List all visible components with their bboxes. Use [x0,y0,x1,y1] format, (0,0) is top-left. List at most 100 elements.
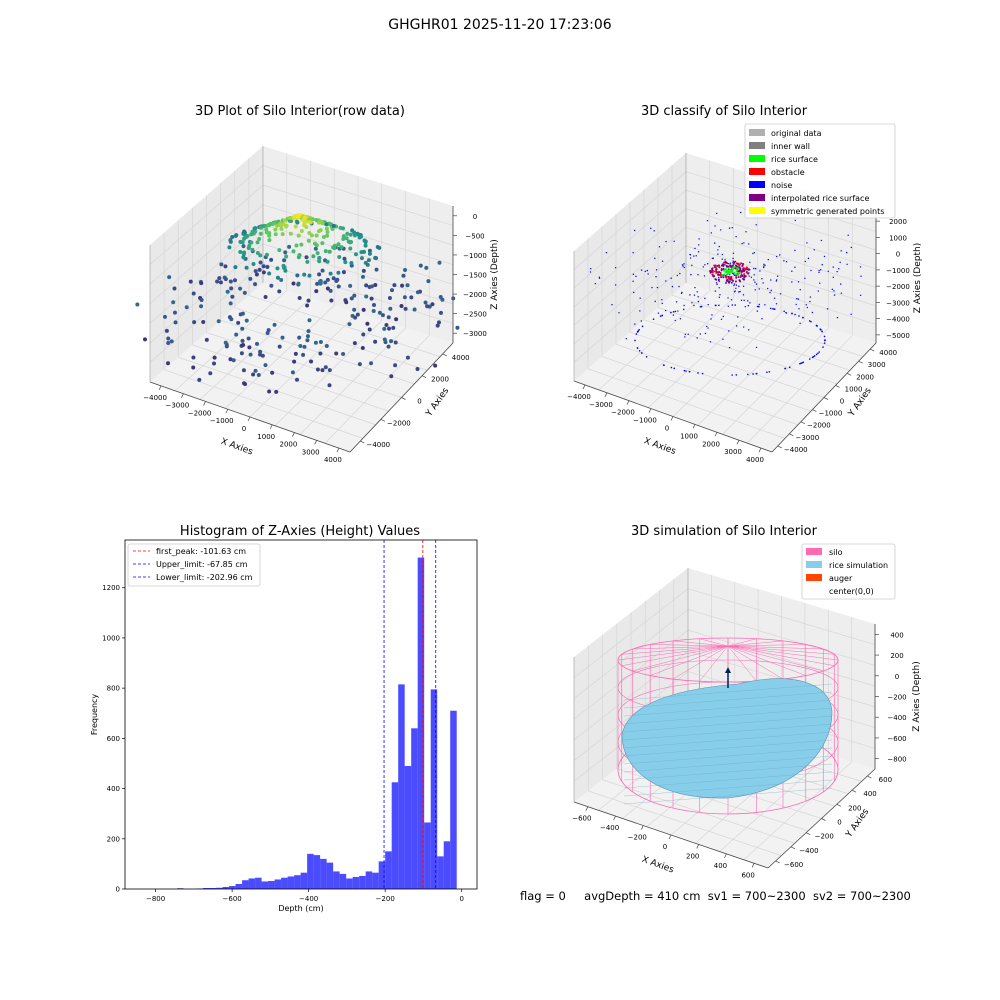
classify-noise-point [827,270,829,273]
classify-floor-pane [574,283,876,452]
raw-data-point [320,368,325,373]
sim-grid-line [573,609,689,699]
raw-z-tick-label: 0 [473,213,477,221]
classify-legend-label: inner wall [771,142,810,151]
classify-interpolated-point [720,269,723,272]
raw-data-point [297,296,302,301]
classify-noise-point [745,231,747,233]
raw-data-point [307,273,312,278]
raw-data-point [287,244,292,249]
classify-rice-surface-point [734,273,737,276]
classify-noise-point [662,364,665,366]
raw-data-point [273,220,278,225]
raw-data-point [249,240,254,245]
classify-noise-point [773,308,776,310]
classify-noise-point [801,362,803,364]
sim-silo-wire [727,644,806,647]
raw-data-point [306,238,311,243]
histogram-bar [378,861,386,889]
raw-data-point [382,326,387,331]
classify-noise-point [728,330,730,332]
classify-noise-point [779,293,782,295]
raw-grid-line [220,319,415,385]
classify-noise-point [776,279,778,281]
raw-grid-line [262,165,454,226]
raw-data-point [328,288,333,293]
histogram-bar [359,875,366,889]
classify-panel-title: 3D classify of Silo Interior [640,104,808,119]
classify-rice-surface-point [735,269,738,272]
classify-noise-point [722,338,724,340]
classify-noise-point [725,281,727,283]
classify-interpolated-point [728,280,731,283]
classify-noise-point [735,284,738,286]
sim-y-tick [851,789,857,793]
histogram-y-tick-label: 600 [107,735,120,743]
classify-noise-point [764,264,766,266]
classify-noise-point [743,326,745,328]
classify-noise-point [718,276,720,279]
classify-noise-point [747,304,750,307]
raw-data-point [281,263,286,268]
raw-data-point [313,246,318,251]
classify-noise-point [731,227,733,229]
raw-data-point [242,229,247,234]
classify-noise-point [614,284,617,286]
sim-z-tick-label: 200 [890,652,903,660]
raw-data-point [311,254,316,259]
raw-grid-line [262,243,454,305]
classify-z-tick-label: −5000 [886,332,910,340]
raw-data-point [282,258,287,263]
raw-data-point [309,233,314,238]
raw-data-point [394,317,399,322]
raw-data-point [267,389,272,394]
classify-noise-point [721,258,723,260]
classify-noise-point [804,277,806,280]
raw-data-point [412,307,417,312]
raw-data-point [263,363,268,368]
raw-data-point [424,265,429,270]
sim-silo-wire [727,645,835,666]
classify-noise-point [766,371,768,374]
raw-data-point [228,301,233,306]
classify-noise-point [797,281,800,283]
raw-data-point [288,216,293,221]
raw-data-point [212,355,217,360]
classify-x-tick-label: 3000 [724,448,742,456]
raw-data-point [249,232,254,237]
classify-noise-point [804,260,807,263]
classify-noise-point [682,265,684,267]
raw-data-point [201,319,206,324]
histogram-bar [437,856,444,889]
classify-noise-point [732,257,734,260]
raw-data-point [402,295,407,300]
raw-data-point [233,265,238,270]
classify-noise-point [753,267,755,270]
classify-noise-point [701,372,704,375]
classify-noise-point [784,367,786,370]
raw-data-point [348,283,353,288]
raw-data-point [371,303,376,308]
raw-grid-line [262,223,454,285]
classify-noise-point [799,322,801,325]
raw-data-point [352,307,357,312]
raw-data-point [290,370,295,375]
classify-grid-line [573,245,687,345]
classify-noise-point [755,346,758,349]
classify-x-tick [670,416,674,421]
classify-grid-line [657,307,851,371]
raw-y-tick-label: 2000 [431,376,449,384]
raw-data-point [272,322,277,327]
classify-noise-point [761,318,763,320]
classify-obstacle-point [743,273,746,275]
raw-y-tick-label: −4000 [366,441,390,449]
classify-interpolated-point [737,275,740,278]
classify-noise-point [826,308,829,310]
classify-grid-line [573,264,687,363]
sim-silo-wire [650,644,729,647]
raw-data-point [240,326,245,331]
raw-data-point [232,278,237,283]
raw-data-point [307,231,312,236]
raw-data-point [341,270,346,275]
classify-noise-point [752,373,754,375]
